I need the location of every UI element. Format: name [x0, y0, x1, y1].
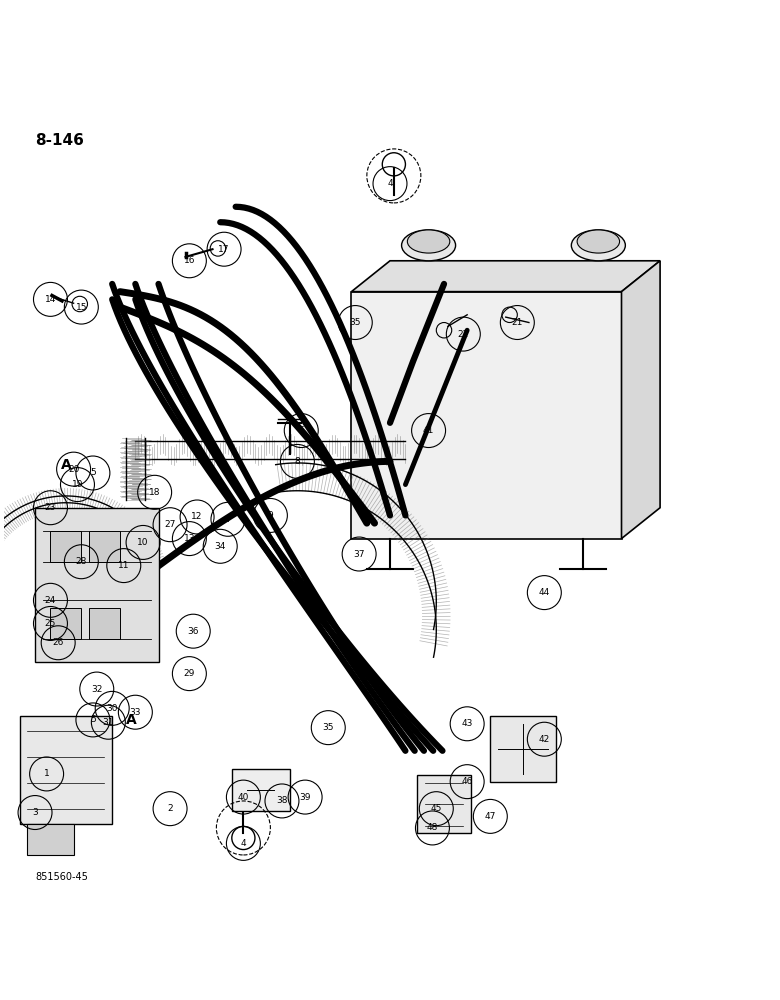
- Ellipse shape: [402, 230, 456, 261]
- Text: 28: 28: [76, 557, 87, 566]
- Text: 36: 36: [187, 627, 199, 636]
- Text: 20: 20: [68, 465, 80, 474]
- Text: 24: 24: [44, 596, 56, 605]
- Polygon shape: [352, 261, 660, 292]
- Text: 19: 19: [72, 480, 83, 489]
- Text: 22: 22: [458, 330, 469, 339]
- Text: 44: 44: [539, 588, 550, 597]
- Text: 33: 33: [129, 708, 141, 717]
- Text: 40: 40: [238, 793, 249, 802]
- Text: 12: 12: [191, 512, 203, 521]
- Text: 13: 13: [183, 534, 195, 543]
- Polygon shape: [352, 292, 622, 539]
- Text: 23: 23: [44, 503, 56, 512]
- Text: 3: 3: [32, 808, 38, 817]
- Text: 21: 21: [512, 318, 523, 327]
- Text: 2: 2: [167, 804, 173, 813]
- Text: 39: 39: [300, 793, 311, 802]
- Text: 8-146: 8-146: [35, 133, 84, 148]
- Text: 5: 5: [90, 715, 96, 724]
- Text: 851560-45: 851560-45: [35, 872, 88, 882]
- Polygon shape: [622, 261, 660, 539]
- Ellipse shape: [577, 230, 619, 253]
- Text: 29: 29: [183, 669, 195, 678]
- Bar: [417, 775, 471, 833]
- Text: 18: 18: [149, 488, 161, 497]
- Text: 42: 42: [539, 735, 550, 744]
- Text: 1: 1: [44, 769, 49, 778]
- Text: 38: 38: [276, 796, 288, 805]
- Text: 14: 14: [44, 295, 56, 304]
- Text: 41: 41: [423, 426, 434, 435]
- Text: 27: 27: [165, 520, 176, 529]
- Polygon shape: [20, 716, 112, 824]
- Text: 37: 37: [353, 550, 365, 559]
- Ellipse shape: [571, 230, 626, 261]
- Text: 8: 8: [295, 457, 300, 466]
- Text: A: A: [61, 458, 71, 472]
- Text: 48: 48: [427, 823, 438, 832]
- Text: 43: 43: [462, 719, 473, 728]
- Text: 15: 15: [76, 303, 87, 312]
- Bar: [27, 824, 73, 855]
- Text: 10: 10: [137, 538, 149, 547]
- Text: 30: 30: [106, 704, 118, 713]
- Polygon shape: [35, 508, 158, 662]
- Text: 11: 11: [118, 561, 129, 570]
- Text: 6: 6: [299, 426, 304, 435]
- Bar: [51, 531, 81, 562]
- Bar: [51, 608, 81, 639]
- Text: A: A: [126, 713, 136, 727]
- Text: 25: 25: [44, 619, 56, 628]
- Text: 16: 16: [183, 256, 195, 265]
- Text: 26: 26: [52, 638, 64, 647]
- Text: 45: 45: [431, 804, 442, 813]
- Text: 5: 5: [90, 468, 96, 477]
- Text: 7: 7: [225, 515, 231, 524]
- Ellipse shape: [407, 230, 450, 253]
- Text: 46: 46: [462, 777, 473, 786]
- Text: 34: 34: [215, 542, 226, 551]
- Text: 35: 35: [322, 723, 334, 732]
- Text: 47: 47: [484, 812, 496, 821]
- Bar: [89, 608, 120, 639]
- Text: 31: 31: [103, 718, 114, 727]
- Text: 17: 17: [218, 245, 230, 254]
- Text: 4: 4: [240, 839, 246, 848]
- Bar: [232, 769, 289, 811]
- Bar: [89, 531, 120, 562]
- Text: 9: 9: [268, 511, 273, 520]
- Text: 35: 35: [349, 318, 361, 327]
- Text: 4: 4: [387, 179, 393, 188]
- Bar: [491, 716, 556, 782]
- Text: 32: 32: [91, 685, 102, 694]
